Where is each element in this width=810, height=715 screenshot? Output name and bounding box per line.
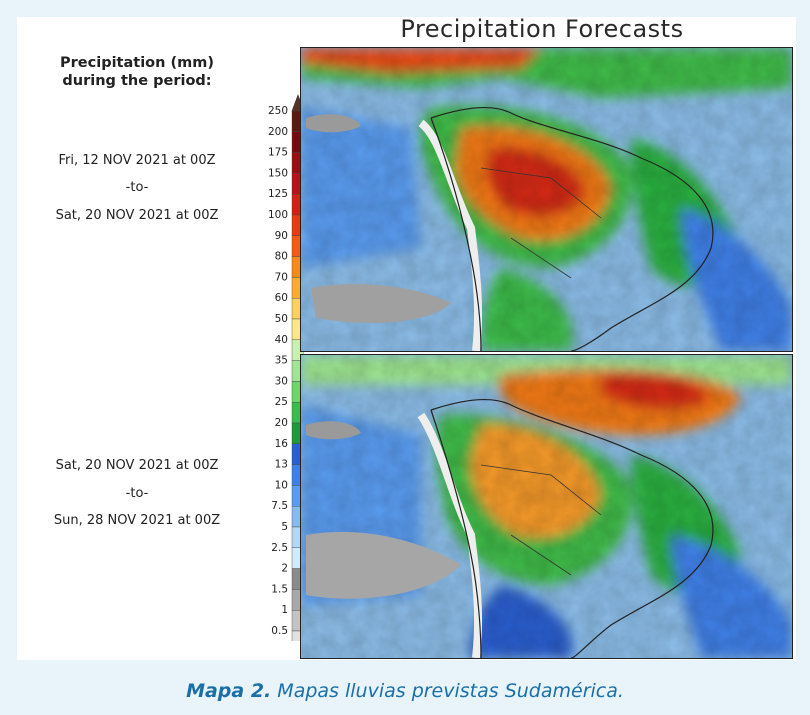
scale-tick-label: 2 — [281, 563, 288, 575]
scale-tick-label: 5 — [281, 521, 288, 533]
scale-tick-label: 50 — [275, 313, 288, 325]
scale-tick-label: 16 — [275, 438, 289, 450]
scale-tick-label: 1 — [281, 604, 288, 616]
period2-separator: -to- — [125, 486, 149, 501]
scale-tick-label: 150 — [268, 167, 288, 179]
scale-tick-label: 35 — [275, 355, 288, 367]
scale-tick-label: 200 — [268, 126, 288, 138]
scale-swatch — [291, 630, 304, 641]
forecast-map-period2 — [300, 354, 793, 659]
scale-tick-label: 125 — [268, 188, 288, 200]
scale-tick-label: 1.5 — [271, 583, 288, 595]
forecast-map-period1 — [300, 47, 793, 352]
scale-tick-label: 20 — [275, 417, 288, 429]
caption-text: Mapas lluvias previstas Sudamérica. — [271, 680, 624, 702]
caption-label: Mapa 2. — [186, 680, 272, 702]
period1-to: Sat, 20 NOV 2021 at 00Z — [55, 208, 219, 223]
scale-tick-label: 60 — [275, 292, 288, 304]
legend-heading-line1: Precipitation (mm) — [60, 55, 214, 71]
period2-from: Sat, 20 NOV 2021 at 00Z — [55, 458, 219, 473]
scale-tick-label: 40 — [275, 334, 288, 346]
scale-tick-label: 2.5 — [271, 542, 288, 554]
scale-tick-label: 70 — [275, 271, 288, 283]
scale-tick-label: 90 — [275, 230, 288, 242]
figure-caption: Mapa 2. Mapas lluvias previstas Sudaméri… — [0, 680, 810, 702]
scale-tick-label: 0.5 — [271, 625, 288, 637]
period1-separator: -to- — [125, 180, 149, 195]
scale-tick-label: 250 — [268, 105, 288, 117]
scale-tick-label: 80 — [275, 251, 288, 263]
scale-tick-label: 7.5 — [271, 500, 288, 512]
scale-tick-label: 30 — [275, 375, 288, 387]
scale-tick-label: 175 — [268, 147, 288, 159]
precipitation-color-scale: 2502001751501251009080706050403530252016… — [268, 94, 304, 641]
scale-tick-label: 10 — [275, 479, 288, 491]
period1-from: Fri, 12 NOV 2021 at 00Z — [58, 153, 216, 168]
forecast-panel: Precipitation Forecasts Precipitation (m… — [17, 15, 796, 660]
scale-tick-label: 13 — [275, 459, 288, 471]
chart-title: Precipitation Forecasts — [400, 15, 684, 43]
legend-heading-line2: during the period: — [62, 73, 212, 89]
scale-tick-label: 100 — [268, 209, 288, 221]
scale-tick-label: 25 — [275, 396, 288, 408]
period2-to: Sun, 28 NOV 2021 at 00Z — [53, 513, 221, 528]
